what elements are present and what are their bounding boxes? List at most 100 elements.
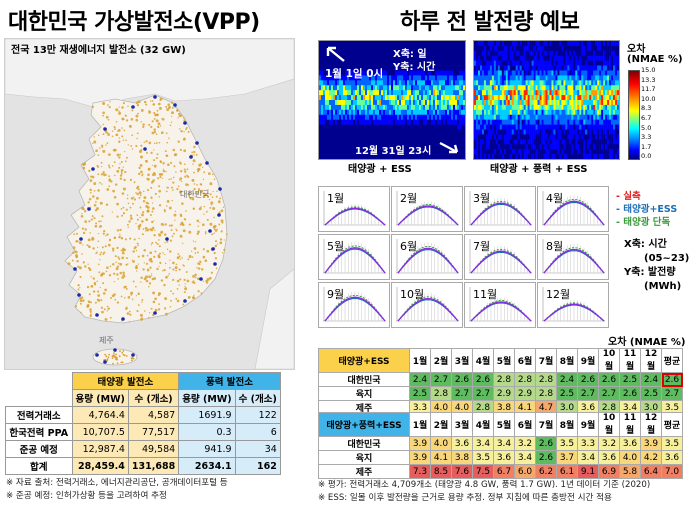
axis-info-y-unit: (MWh) [644,281,682,292]
table-cell: 34 [234,440,281,458]
arrow-end-icon [439,141,459,154]
error-cell: 2.8 [598,400,620,415]
error-cell: 2.8 [430,386,452,401]
map-caption: 전국 13만 재생에너지 발전소 (32 GW) [11,45,186,56]
error-cell: 3.5 [661,436,683,451]
table-header: 태양광+ESS [318,348,410,373]
month-chart: 6월 [391,234,463,280]
error-cell: 4.7 [535,400,557,415]
jeju-plant-dots [95,348,135,365]
left-note-source: ※ 자료 출처: 전력거래소, 에너지관리공단, 공개데이터포털 등 [6,478,228,488]
error-table-solar-ess: 태양광+ESS 1월 2월 3월 4월 5월 6월 7월 8월 9월 10월 11월 12월 평균 대한민국… [318,348,683,415]
table-cell: 1691.9 [178,406,236,424]
month-chart: 3월 [464,186,536,232]
map-label-kr: 대한민국 [180,190,210,199]
table-row: 전력거래소 4,764.4 4,587 1691.9 122 [5,406,281,424]
month-chart-title: 4월 [546,192,564,205]
solar-group-header: 태양광 발전소 [71,372,180,390]
month-chart-title: 8월 [546,240,564,253]
month-chart: 2월 [391,186,463,232]
error-cell: 3.6 [619,436,641,451]
month-header: 8월 [556,348,578,373]
colorbar-ticks: 15.0 13.3 11.7 10.0 8.3 6.7 5.0 3.3 1.7 0.0 [641,66,671,162]
colorbar-tick: 13.3 [641,75,656,84]
error-cell: 3.2 [514,436,536,451]
month-header: 3월 [451,348,473,373]
month-chart: 4월 [537,186,609,232]
month-header: 9월 [577,412,599,437]
map-svg [5,39,294,369]
error-cell: 2.8 [514,372,536,387]
row-label: 전력거래소 [5,406,73,424]
month-header: 평균 [661,348,683,373]
error-cell: 2.5 [619,372,641,387]
error-cell: 6.2 [535,464,557,479]
error-cell: 2.7 [598,386,620,401]
table-cell: 0.3 [178,423,236,441]
error-cell: 3.3 [577,436,599,451]
table-cell: 122 [234,406,281,424]
error-cell: 6.4 [640,464,662,479]
month-chart: 9월 [318,282,390,328]
month-chart-title: 5월 [327,240,345,253]
month-header: 1월 [409,348,431,373]
error-cell: 3.7 [556,450,578,465]
table-cell: 131,688 [127,457,180,475]
month-chart-title: 10월 [400,288,425,301]
error-cell: 9.1 [577,464,599,479]
error-cell: 5.8 [619,464,641,479]
right-note-ess: ※ ESS: 일몰 이후 발전량을 근거로 용량 추정. 정부 지침에 따른 충… [318,493,612,503]
table-row: 육지 2.5 2.8 2.7 2.7 2.9 2.9 2.8 2.5 2.7 2.7 2.6 2.5 2.… [318,386,683,401]
col-header: 용량 (MW) [178,389,236,407]
month-header: 2월 [430,348,452,373]
table-row: 대한민국 3.9 4.0 3.6 3.4 3.4 3.2 2.6 3.5 3.3 3.2 3.6 3.9… [318,436,683,451]
right-title: 하루 전 발전량 예보 [400,10,580,35]
row-label: 대한민국 [318,436,410,451]
colorbar-title: 오차 [627,44,646,55]
error-cell: 2.9 [514,386,536,401]
error-cell: 3.4 [493,436,515,451]
row-label: 한국전력 PPA [5,423,73,441]
error-cell: 3.3 [409,400,431,415]
error-cell: 6.7 [493,464,515,479]
axis-info: X축: 시간 (05~23) Y축: 발전량 (MWh) [624,238,689,294]
error-cell: 2.7 [577,386,599,401]
table-cell: 12,987.4 [71,440,129,458]
month-header: 11월 [619,412,641,437]
error-cell: 2.6 [535,436,557,451]
error-cell: 6.0 [514,464,536,479]
month-chart-title: 1월 [327,192,345,205]
month-chart: 7월 [464,234,536,280]
error-cell: 2.7 [430,372,452,387]
row-label: 제주 [318,464,410,479]
error-cell: 7.0 [661,464,683,479]
error-cell: 2.7 [451,386,473,401]
chart-legend: - 실측 - 태양광+ESS - 태양광 단독 [616,190,677,229]
error-cell: 2.4 [409,372,431,387]
error-cell: 2.5 [640,386,662,401]
error-cell: 2.6 [535,450,557,465]
error-cell: 7.5 [472,464,494,479]
error-cell: 8.5 [430,464,452,479]
colorbar-tick: 11.7 [641,85,656,94]
monthly-chart-grid: 1월 2월 3월 4월 5월 6월 7월 8월 9월 10월 11월 12월 [318,186,609,328]
table-cell: 28,459.4 [71,457,129,475]
error-cell: 2.8 [535,372,557,387]
heatmap-x-axis-label: X축: 일 [393,49,427,60]
month-chart: 11월 [464,282,536,328]
error-cell: 2.7 [661,386,683,401]
error-cell: 2.6 [619,386,641,401]
table-row: 대한민국 2.4 2.7 2.6 2.6 2.8 2.8 2.8 2.4 2.6 2.6 2.5 2.4… [318,372,683,387]
month-chart-title: 6월 [400,240,418,253]
month-header: 7월 [535,348,557,373]
table-row: 제주 7.3 8.5 7.6 7.5 6.7 6.0 6.2 6.1 9.1 6.9 5.8 6.4 7.… [318,464,683,479]
error-cell: 2.5 [556,386,578,401]
month-chart: 5월 [318,234,390,280]
axis-info-x: X축: 시간 [624,239,667,250]
month-chart-title: 11월 [473,288,498,301]
table-cell: 6 [234,423,281,441]
error-cell: 6.1 [556,464,578,479]
error-cell: 2.9 [493,386,515,401]
error-cell: 2.4 [640,372,662,387]
col-header: 수 (개소) [234,389,281,407]
